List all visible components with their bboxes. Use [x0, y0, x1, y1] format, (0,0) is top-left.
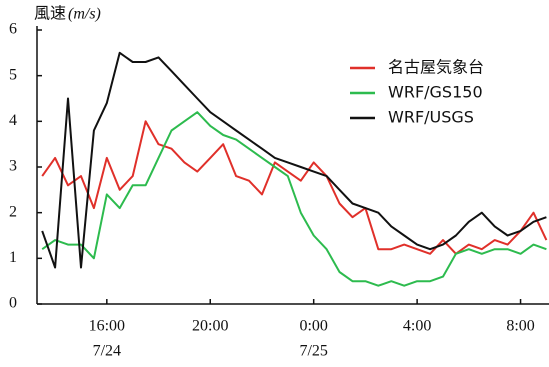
y-axis-unit: (m/s) [68, 6, 101, 23]
x-tick-label: 20:00 [192, 318, 228, 335]
y-tick-label: 0 [9, 295, 17, 312]
x-tick-label: 16:00 [89, 318, 125, 335]
date-label: 7/25 [299, 343, 327, 360]
series-line [41, 120, 548, 255]
x-tick-label: 8:00 [506, 318, 534, 335]
y-tick-label: 2 [9, 203, 17, 220]
y-tick-label: 3 [9, 158, 17, 175]
y-tick-label: 6 [9, 21, 17, 38]
x-tick-label: 4:00 [403, 318, 431, 335]
legend-label: WRF/GS150 [388, 83, 483, 102]
y-tick-label: 1 [9, 249, 17, 266]
y-tick-label: 5 [9, 66, 17, 83]
x-tick-label: 0:00 [299, 318, 327, 335]
series-line [41, 51, 547, 269]
y-tick-label: 4 [9, 112, 17, 129]
y-axis-label: 風速 [34, 4, 66, 23]
legend-label: 名古屋気象台 [388, 58, 484, 77]
date-label: 7/24 [93, 343, 121, 360]
series-line [41, 111, 547, 287]
legend-label: WRF/USGS [388, 108, 474, 127]
